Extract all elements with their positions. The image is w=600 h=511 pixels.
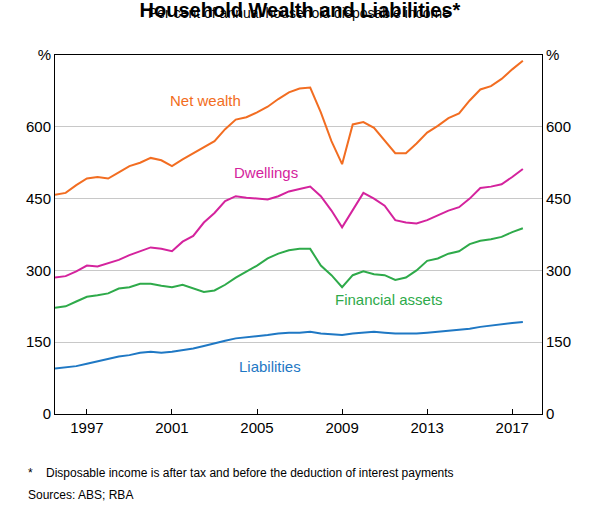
svg-text:0: 0 — [43, 405, 51, 422]
svg-text:150: 150 — [546, 333, 571, 350]
svg-text:450: 450 — [26, 190, 51, 207]
svg-text:2017: 2017 — [496, 419, 529, 436]
svg-text:450: 450 — [546, 190, 571, 207]
svg-text:300: 300 — [546, 262, 571, 279]
svg-text:2013: 2013 — [410, 419, 443, 436]
svg-text:300: 300 — [26, 262, 51, 279]
svg-text:Financial assets: Financial assets — [335, 291, 443, 308]
svg-text:Household Wealth and Liabiliti: Household Wealth and Liabilities* — [140, 0, 461, 21]
svg-text:%: % — [38, 46, 51, 63]
svg-text:2001: 2001 — [155, 419, 188, 436]
svg-text:150: 150 — [26, 333, 51, 350]
svg-text:Liabilities: Liabilities — [239, 358, 301, 375]
svg-text:%: % — [546, 46, 559, 63]
svg-text:Dwellings: Dwellings — [234, 164, 298, 181]
svg-text:* Disposable income is afte: * Disposable income is after tax and bef… — [28, 466, 454, 480]
svg-text:0: 0 — [546, 405, 554, 422]
svg-text:Sources: ABS; RBA: Sources: ABS; RBA — [28, 488, 133, 502]
svg-text:2005: 2005 — [240, 419, 273, 436]
svg-text:Net wealth: Net wealth — [170, 92, 241, 109]
svg-text:Per cent of annual household d: Per cent of annual household disposable … — [148, 5, 450, 21]
svg-text:2009: 2009 — [325, 419, 358, 436]
svg-text:600: 600 — [26, 118, 51, 135]
svg-text:1997: 1997 — [70, 419, 103, 436]
svg-text:600: 600 — [546, 118, 571, 135]
